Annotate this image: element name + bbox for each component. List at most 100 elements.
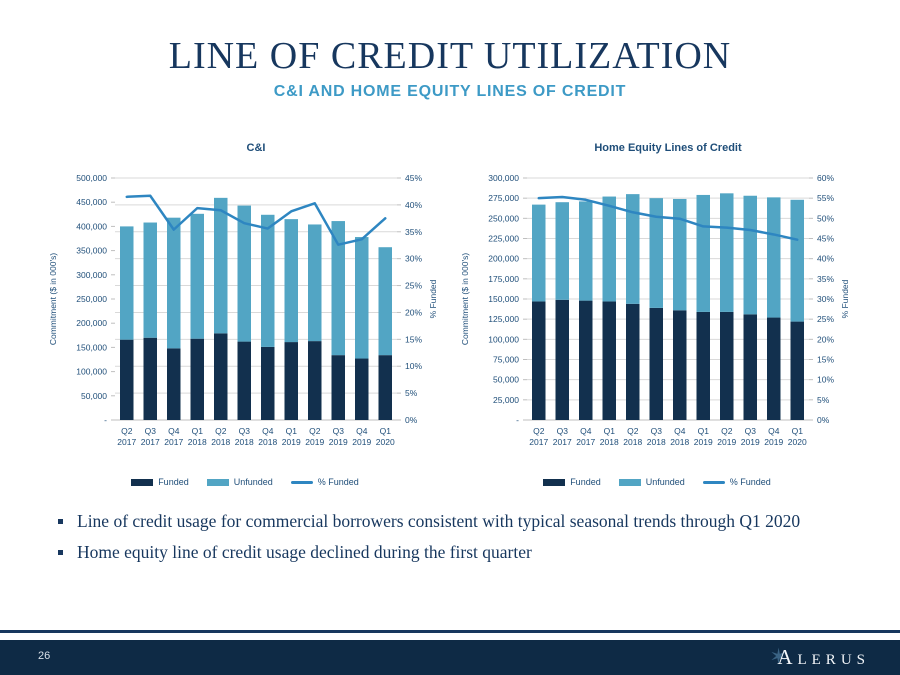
y-right-tick-label: 40% — [405, 200, 422, 210]
bar-funded — [532, 301, 546, 420]
x-tick-quarter: Q4 — [356, 426, 368, 436]
home-equity-chart: Home Equity Lines of Credit 0% 5% 10% 15% 20%… — [452, 135, 862, 500]
bar-funded — [284, 342, 298, 420]
home-equity-chart-legend: Funded Unfunded % Funded — [452, 477, 862, 487]
y-left-axis-title: Commitment ($ in 000's) — [460, 253, 470, 345]
x-tick-year: 2018 — [211, 437, 230, 447]
bullet-text: Home equity line of credit usage decline… — [77, 542, 532, 563]
page-number: 26 — [38, 650, 51, 662]
x-tick-quarter: Q3 — [557, 426, 569, 436]
y-right-tick-label: 40% — [817, 254, 834, 264]
x-tick-quarter: Q4 — [580, 426, 592, 436]
bar-unfunded — [555, 202, 569, 300]
bar-unfunded — [649, 198, 663, 308]
x-tick-year: 2020 — [788, 437, 807, 447]
x-tick-quarter: Q2 — [721, 426, 733, 436]
y-right-tick-label: 0% — [405, 415, 418, 425]
alerus-logo-text: LERUS — [797, 652, 870, 668]
bar-unfunded — [673, 198, 687, 311]
y-right-tick-label: 25% — [405, 281, 422, 291]
y-left-tick-label: - — [516, 415, 519, 425]
bar-funded — [767, 317, 781, 420]
bar-funded — [308, 341, 322, 420]
ci-chart-legend: Funded Unfunded % Funded — [40, 477, 450, 487]
bar-funded — [649, 307, 663, 420]
y-left-tick-label: 125,000 — [488, 314, 519, 324]
bar-funded — [261, 346, 275, 420]
bar-funded — [555, 299, 569, 420]
page-title: LINE OF CREDIT UTILIZATION — [168, 35, 732, 77]
footer-bar: 26 ✶ ALERUS — [0, 640, 900, 675]
y-left-tick-label: 250,000 — [76, 294, 107, 304]
bar-funded — [696, 311, 710, 420]
x-tick-quarter: Q3 — [745, 426, 757, 436]
y-right-tick-label: 20% — [405, 307, 422, 317]
ci-chart: C&I 0% 5% 10% 15% 20% 25% 30% 35% 40% 45% - 50,000 10… — [40, 135, 450, 500]
x-tick-year: 2019 — [694, 437, 713, 447]
bar-funded — [331, 355, 345, 420]
bar-unfunded — [237, 205, 251, 342]
x-tick-quarter: Q3 — [651, 426, 663, 436]
y-right-tick-label: 60% — [817, 173, 834, 183]
bar-funded — [602, 301, 616, 420]
y-left-tick-label: 100,000 — [76, 367, 107, 377]
y-right-tick-label: 20% — [817, 334, 834, 344]
bar-unfunded — [767, 197, 781, 318]
y-left-tick-label: 200,000 — [76, 318, 107, 328]
pct-funded-line-swatch-icon — [702, 480, 725, 484]
x-tick-quarter: Q4 — [262, 426, 274, 436]
y-left-tick-label: - — [104, 415, 107, 425]
footer-divider — [0, 630, 900, 633]
bar-funded — [626, 303, 640, 420]
bar-unfunded — [355, 237, 369, 359]
y-left-axis-title: Commitment ($ in 000's) — [48, 253, 58, 345]
y-left-tick-label: 200,000 — [488, 254, 519, 264]
list-item: Line of credit usage for commercial borr… — [58, 511, 873, 531]
bar-unfunded — [626, 194, 640, 304]
y-left-tick-label: 25,000 — [493, 395, 519, 405]
x-tick-year: 2018 — [600, 437, 619, 447]
alerus-compass-icon: ✶ — [769, 644, 788, 669]
x-tick-quarter: Q1 — [192, 426, 204, 436]
legend-label: % Funded — [729, 477, 771, 487]
y-left-tick-label: 450,000 — [76, 197, 107, 207]
bullet-list: Line of credit usage for commercial borr… — [58, 511, 873, 573]
x-tick-year: 2019 — [329, 437, 348, 447]
legend-label: Unfunded — [645, 477, 685, 487]
unfunded-swatch-icon — [618, 478, 641, 486]
bar-funded — [355, 358, 369, 420]
x-tick-quarter: Q2 — [309, 426, 321, 436]
home-equity-chart-plot: Home Equity Lines of Credit 0% 5% 10% 15% 20%… — [460, 142, 850, 447]
x-tick-year: 2019 — [305, 437, 324, 447]
bar-unfunded — [720, 193, 734, 312]
y-left-tick-label: 225,000 — [488, 234, 519, 244]
x-tick-year: 2017 — [529, 437, 548, 447]
y-right-tick-label: 30% — [405, 254, 422, 264]
y-right-tick-label: 30% — [817, 294, 834, 304]
y-right-tick-label: 0% — [817, 415, 830, 425]
ci-chart-plot: C&I 0% 5% 10% 15% 20% 25% 30% 35% 40% 45% - 50,000 10… — [48, 142, 438, 447]
legend-label: Funded — [158, 477, 189, 487]
y-right-axis-title: % Funded — [840, 279, 850, 318]
y-right-tick-label: 35% — [405, 227, 422, 237]
bar-unfunded — [331, 221, 345, 356]
bar-unfunded — [284, 219, 298, 343]
x-tick-year: 2019 — [764, 437, 783, 447]
y-left-tick-label: 275,000 — [488, 193, 519, 203]
legend-item-funded: Funded — [543, 477, 601, 487]
bar-funded — [167, 348, 181, 420]
x-tick-year: 2019 — [741, 437, 760, 447]
bar-funded — [143, 337, 157, 420]
funded-swatch-icon — [131, 478, 154, 486]
bar-unfunded — [167, 217, 181, 349]
pct-funded-line — [125, 194, 387, 246]
y-right-tick-label: 5% — [817, 395, 830, 405]
legend-label: % Funded — [317, 477, 359, 487]
bar-funded — [579, 300, 593, 420]
x-tick-year: 2019 — [352, 437, 371, 447]
bar-unfunded — [308, 224, 322, 342]
bar-unfunded — [378, 247, 392, 356]
y-left-tick-label: 350,000 — [76, 246, 107, 256]
bar-funded — [790, 321, 804, 420]
chart-title: Home Equity Lines of Credit — [594, 142, 742, 154]
